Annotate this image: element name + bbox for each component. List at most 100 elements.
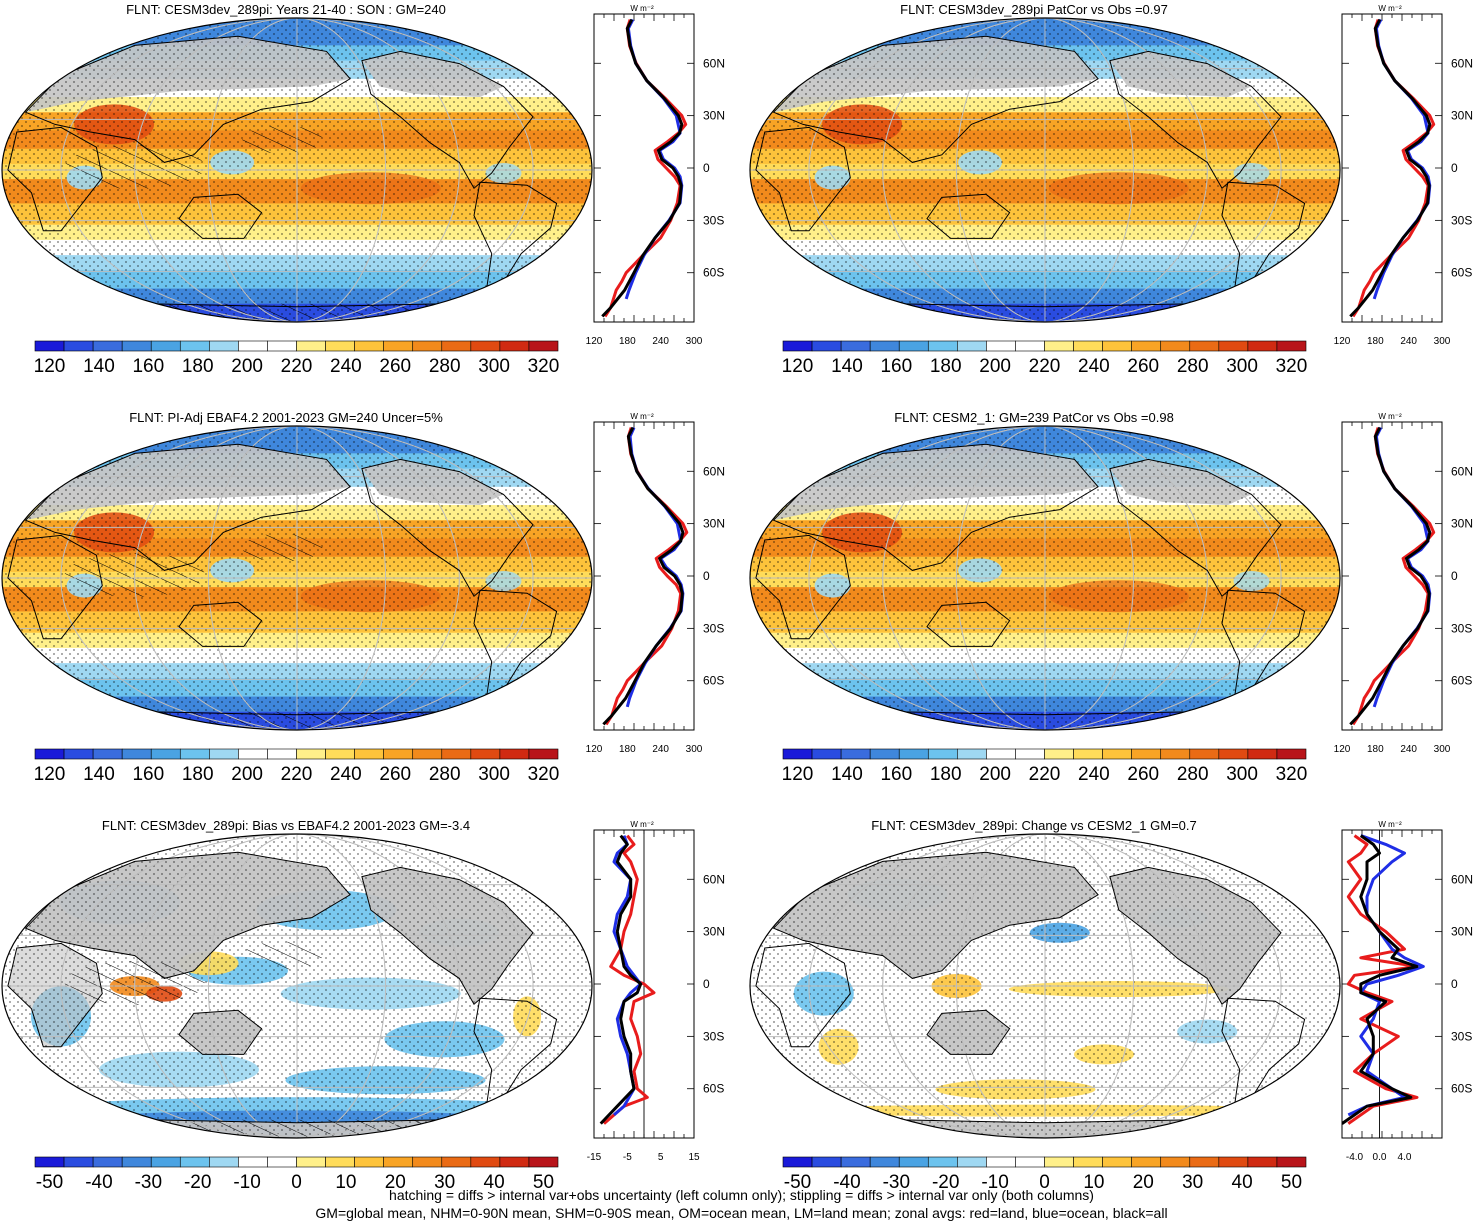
- zonal-series-land: [1346, 834, 1419, 1125]
- colorbar-swatch: [869, 340, 900, 352]
- colorbar-swatch: [354, 1156, 384, 1168]
- map-field-p5: [2, 834, 592, 1138]
- zonal-plot-frame: [593, 13, 695, 323]
- colorbar-swatch: [354, 748, 384, 760]
- colorbar-swatch: [499, 1156, 530, 1168]
- colorbar-tick-label: 30: [434, 1172, 455, 1193]
- colorbar-tick-label: 300: [478, 764, 510, 785]
- colorbar-tick-label: -40: [85, 1172, 112, 1193]
- panel-p3: FLNT: PI-Adj EBAF4.2 2001-2023 GM=240 Un…: [1, 410, 725, 785]
- colorbar-tick-label: 180: [182, 356, 214, 377]
- colorbar-swatch: [383, 748, 414, 760]
- colorbar-tick-label: 140: [831, 764, 863, 785]
- zonal-lat-label: 60N: [1451, 872, 1473, 886]
- colorbar-swatch: [1015, 748, 1045, 760]
- zonal-plot-frame: [1341, 421, 1443, 731]
- panel-p2: FLNT: CESM3dev_289pi PatCor vs Obs =0.97…: [749, 2, 1473, 377]
- zonal-mean-plot: W m⁻² 60N 30N 0 30S 60S -4.0 0.0 4.0: [1341, 820, 1473, 1163]
- colorbar-swatch: [121, 748, 152, 760]
- footer-legend-line-1: hatching = diffs > internal var+obs unce…: [389, 1187, 1094, 1203]
- colorbar-swatch: [92, 340, 123, 352]
- colorbar-swatch: [1276, 748, 1307, 760]
- colorbar-swatch: [1189, 340, 1220, 352]
- colorbar-swatch: [470, 340, 501, 352]
- zonal-x-label: 120: [586, 744, 603, 755]
- coastline-australia: [178, 193, 263, 239]
- colorbar-swatch: [782, 340, 813, 352]
- map-frame: [749, 17, 1341, 323]
- colorbar-swatch: [1073, 748, 1103, 760]
- zonal-lat-label: 30S: [1451, 213, 1472, 227]
- colorbar-tick-label: 0: [291, 1172, 302, 1193]
- panel-p4: FLNT: CESM2_1: GM=239 PatCor vs Obs =0.9…: [749, 410, 1473, 785]
- colorbar-swatch: [782, 1156, 813, 1168]
- zonal-series-ocean: [1347, 834, 1425, 1117]
- colorbar-tick-label: 180: [930, 764, 962, 785]
- map-frame: [749, 425, 1341, 731]
- colorbar-swatch: [63, 1156, 94, 1168]
- colorbar-swatch: [1189, 748, 1220, 760]
- colorbar-tick-label: 0: [1039, 1172, 1050, 1193]
- zonal-lat-label: 60S: [1451, 1082, 1472, 1096]
- colorbar-tick-label: 280: [429, 764, 461, 785]
- colorbar-tick-label: 260: [1127, 764, 1159, 785]
- coastline-greenland: [508, 433, 570, 473]
- colorbar-swatch: [927, 1156, 958, 1168]
- colorbar-swatch: [179, 340, 210, 352]
- zonal-lat-label: 30N: [703, 517, 725, 531]
- zonal-x-label: 300: [1434, 744, 1451, 755]
- coastline-australia: [178, 601, 263, 647]
- zonal-lat-label: 60S: [703, 1082, 724, 1096]
- zonal-unit-label: W m⁻²: [630, 4, 654, 13]
- coastline-namerica: [361, 866, 534, 1005]
- colorbar-tick-label: 260: [379, 356, 411, 377]
- colorbar-swatch: [1131, 748, 1162, 760]
- coastline-namerica: [361, 458, 534, 597]
- colorbar-swatch: [92, 1156, 123, 1168]
- colorbar-tick-label: 40: [484, 1172, 505, 1193]
- coastline-greenland: [508, 25, 570, 65]
- colorbar-swatch: [1218, 340, 1249, 352]
- colorbar: -50 -40 -30 -20 -10 0 10 20 30 40 50: [782, 1156, 1307, 1193]
- coastline-australia: [926, 1009, 1011, 1055]
- map-frame: [749, 833, 1341, 1139]
- colorbar-swatch: [782, 748, 813, 760]
- colorbar-swatch: [986, 748, 1016, 760]
- coastline-samerica: [1221, 997, 1306, 1112]
- map-field-p2: [750, 18, 1340, 322]
- colorbar-swatch: [179, 748, 210, 760]
- colorbar-tick-label: 40: [1232, 1172, 1253, 1193]
- zonal-series-all: [602, 426, 685, 726]
- colorbar-tick-label: 120: [782, 356, 814, 377]
- colorbar-swatch: [528, 1156, 559, 1168]
- colorbar-tick-label: 220: [1029, 764, 1061, 785]
- colorbar-swatch: [986, 1156, 1016, 1168]
- panel-title: FLNT: CESM2_1: GM=239 PatCor vs Obs =0.9…: [894, 410, 1174, 425]
- colorbar: -50 -40 -30 -20 -10 0 10 20 30 40 50: [34, 1156, 559, 1193]
- colorbar-swatch: [296, 340, 326, 352]
- panel-p5: FLNT: CESM3dev_289pi: Bias vs EBAF4.2 20…: [1, 818, 725, 1193]
- map-field-p6: [750, 834, 1340, 1138]
- colorbar-swatch: [470, 748, 501, 760]
- coastline-samerica: [1221, 589, 1306, 704]
- coastline-namerica: [1109, 458, 1282, 597]
- colorbar-tick-label: 10: [1083, 1172, 1104, 1193]
- colorbar-swatch: [209, 748, 239, 760]
- coastline-europe_asia: [772, 851, 1099, 979]
- colorbar: 120 140 160 180 200 220 240 260 280 300 320: [782, 748, 1307, 785]
- colorbar-tick-label: 300: [1226, 356, 1258, 377]
- colorbar-tick-label: 160: [880, 356, 912, 377]
- colorbar-tick-label: -20: [932, 1172, 959, 1193]
- map-frame: [1, 17, 593, 323]
- colorbar-tick-label: 120: [34, 764, 66, 785]
- colorbar-swatch: [34, 748, 65, 760]
- zonal-lat-label: 30S: [703, 621, 724, 635]
- colorbar-tick-label: -10: [233, 1172, 260, 1193]
- colorbar-tick-label: -10: [981, 1172, 1008, 1193]
- colorbar-swatch: [811, 748, 842, 760]
- colorbar-swatch: [267, 340, 297, 352]
- colorbar-swatch: [1247, 1156, 1278, 1168]
- coastline-samerica: [473, 589, 558, 704]
- zonal-plot-frame: [1341, 13, 1443, 323]
